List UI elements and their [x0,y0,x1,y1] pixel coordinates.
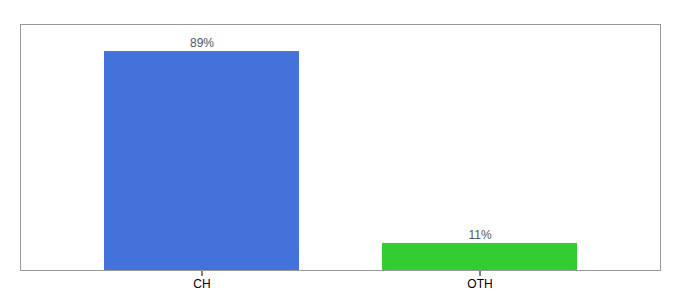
svg-text:CH: CH [193,277,210,291]
svg-text:89%: 89% [190,36,214,50]
svg-text:OTH: OTH [467,277,492,291]
svg-text:11%: 11% [468,228,491,242]
